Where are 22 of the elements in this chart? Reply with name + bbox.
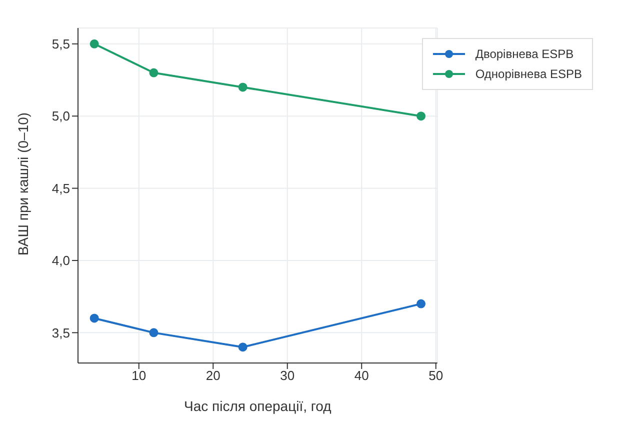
y-tick-label: 4,0 [52, 253, 70, 268]
y-tick-label: 3,5 [52, 325, 70, 340]
legend-label: Дворівнева ESPB [475, 47, 574, 61]
y-axis-title: ВАШ при кашлі (0–10) [14, 112, 31, 256]
point [90, 314, 99, 323]
x-tick-label: 30 [280, 368, 295, 384]
legend-label: Однорівнева ESPB [475, 67, 582, 81]
point [238, 82, 248, 92]
x-tick-label: 40 [354, 368, 369, 384]
point [416, 299, 426, 308]
y-tick-label: 4,5 [52, 180, 70, 196]
x-tick-label: 20 [206, 368, 220, 384]
y-tick-label: 5,0 [52, 108, 70, 124]
y-tick-label: 5,5 [52, 36, 70, 52]
point [238, 342, 248, 352]
x-tick-label: 10 [132, 368, 146, 384]
x-tick-label: 50 [428, 368, 444, 384]
point [149, 68, 158, 78]
point [416, 112, 426, 121]
x-axis-title: Час після операції, год [184, 398, 332, 414]
point [90, 39, 99, 48]
point [149, 328, 158, 338]
